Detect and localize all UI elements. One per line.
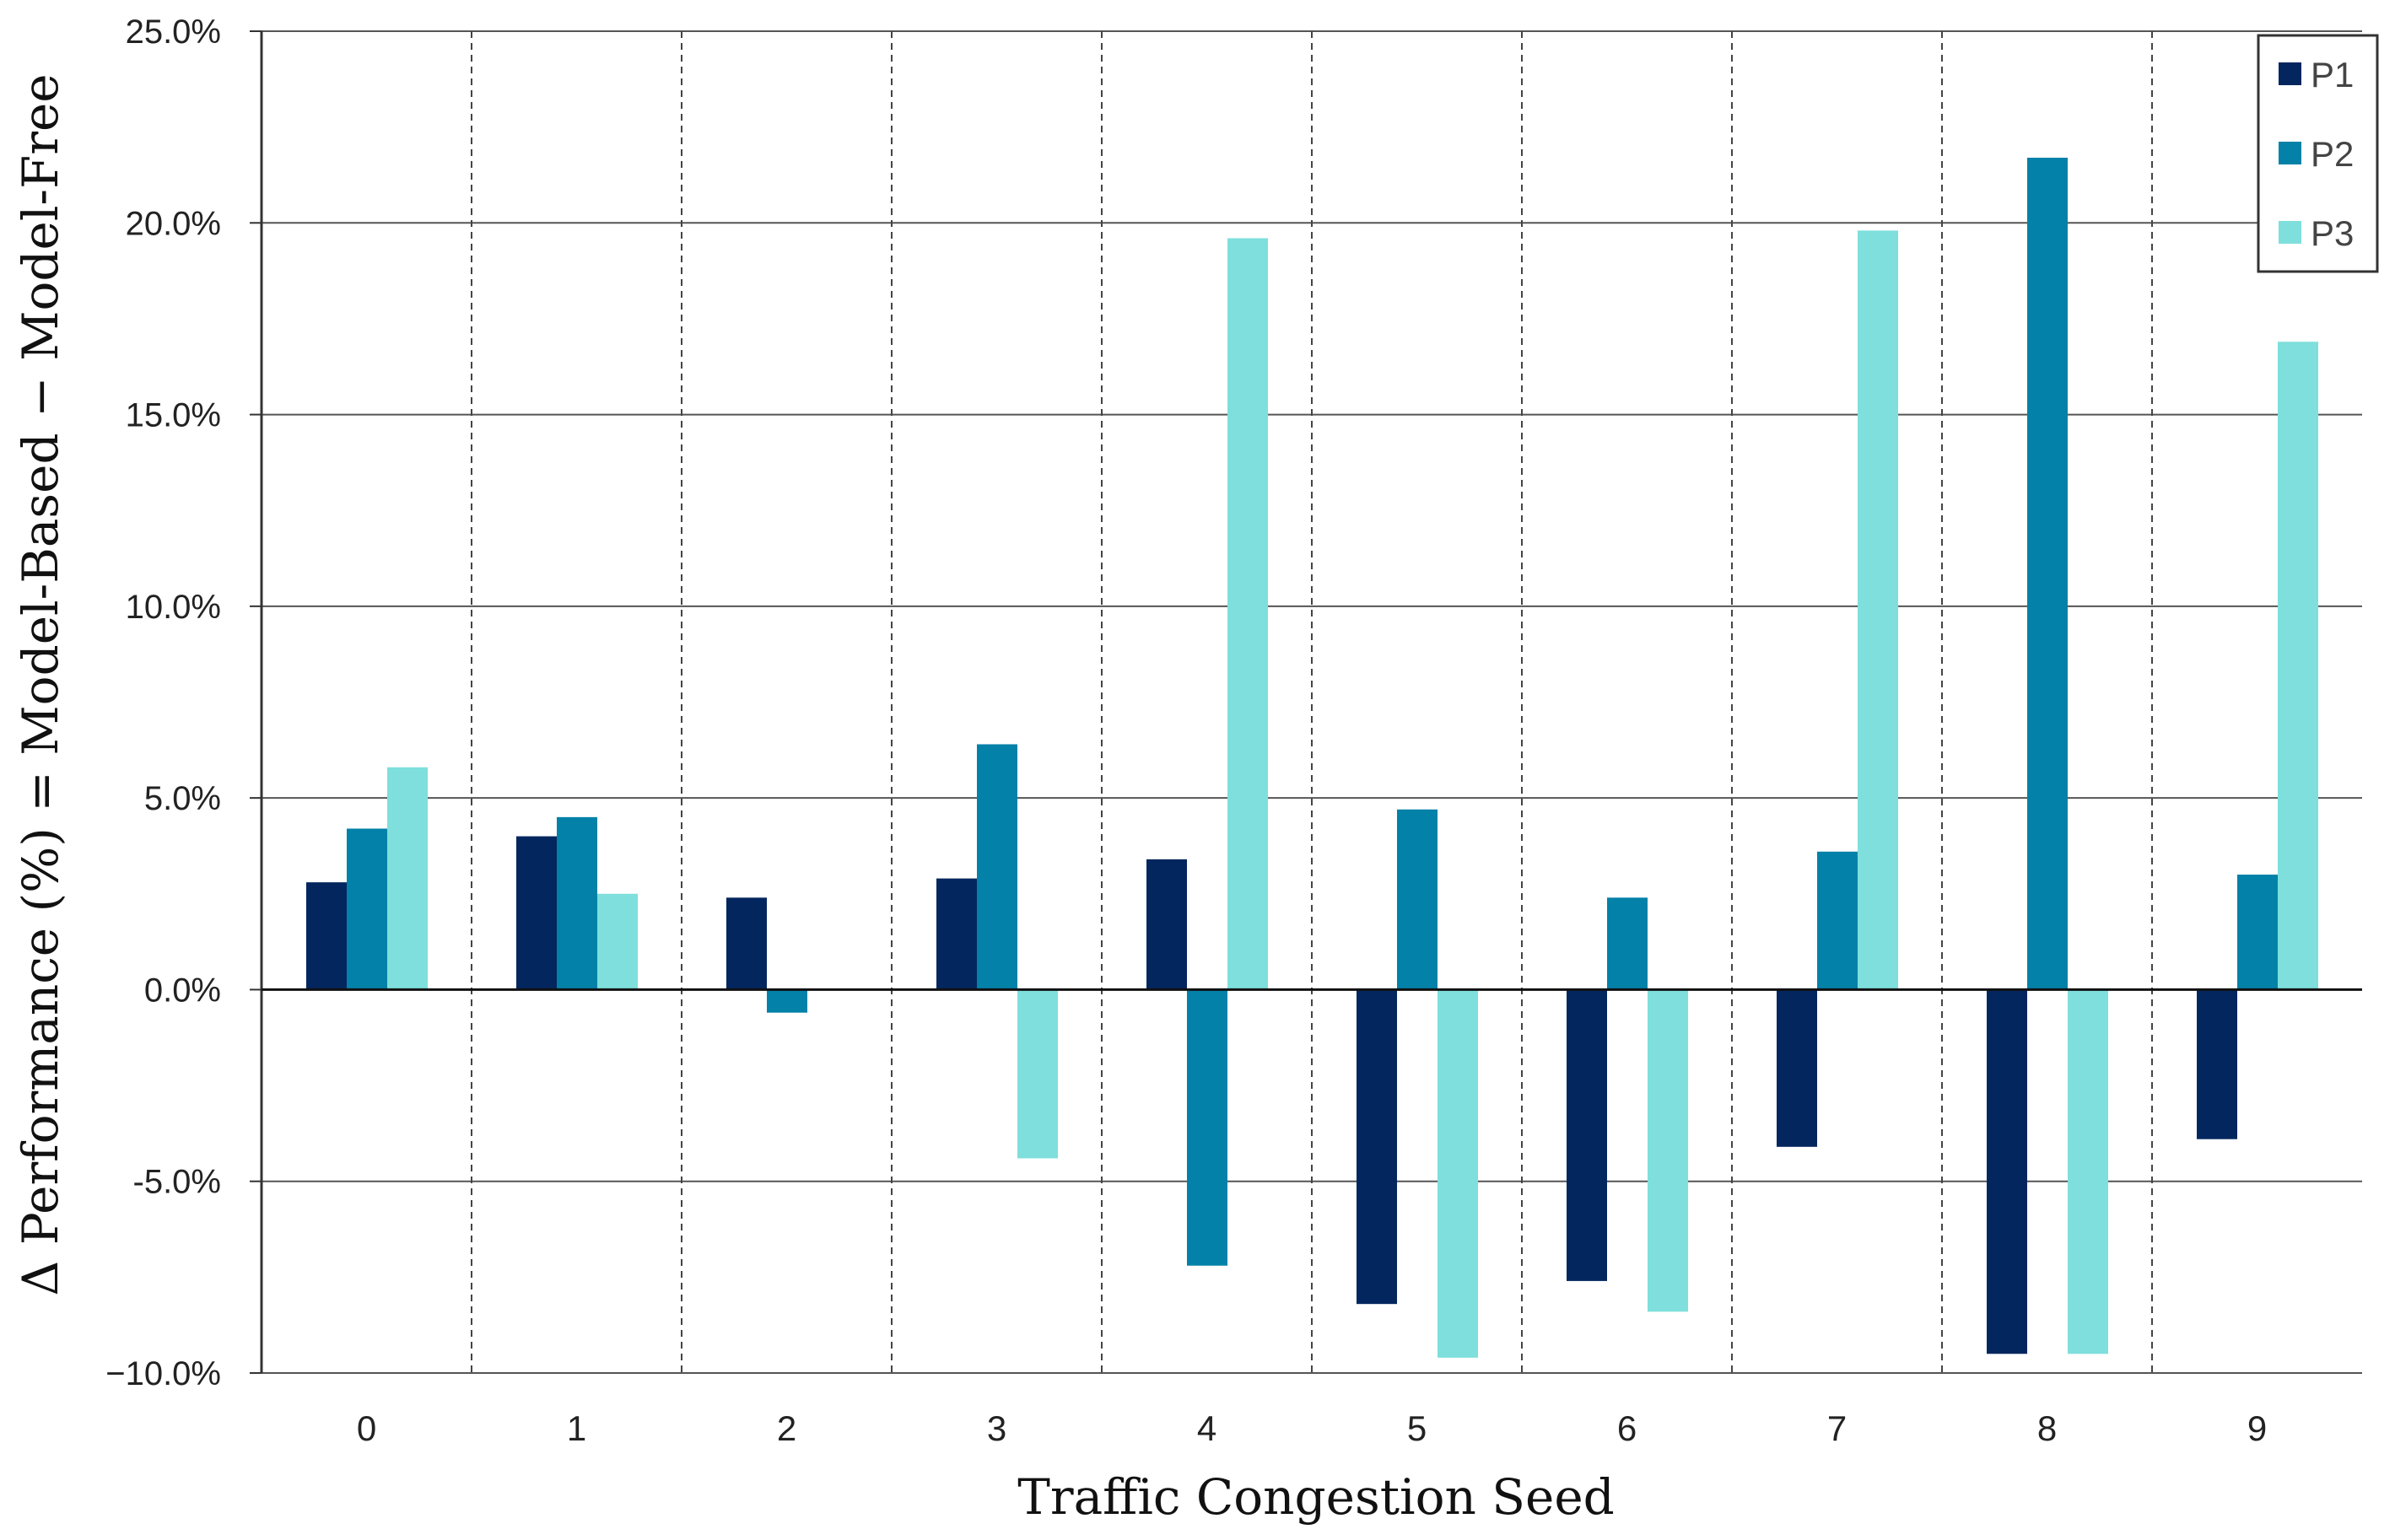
bar-p1-seed-6 — [1567, 989, 1607, 1281]
bar-p3-seed-8 — [2068, 989, 2108, 1354]
bar-p1-seed-4 — [1146, 859, 1187, 990]
bar-p1-seed-2 — [726, 897, 767, 990]
bar-p2-seed-4 — [1187, 989, 1227, 1266]
bar-p3-seed-5 — [1438, 989, 1478, 1358]
x-tick-label: 9 — [2247, 1408, 2267, 1448]
legend-label-p1: P1 — [2311, 55, 2354, 94]
y-axis-title: Δ Performance (%) = Model-Based − Model-… — [12, 73, 69, 1295]
legend-label-p3: P3 — [2311, 213, 2354, 253]
y-tick-label: 15.0% — [126, 397, 221, 434]
x-tick-label: 4 — [1197, 1408, 1216, 1448]
legend-box — [2257, 34, 2379, 273]
x-tick-label: 2 — [777, 1408, 796, 1448]
bar-p2-seed-8 — [2027, 158, 2068, 990]
x-tick-label: 6 — [1617, 1408, 1637, 1448]
y-tick-label: 0.0% — [144, 972, 221, 1009]
bar-p2-seed-6 — [1607, 897, 1648, 990]
bar-p3-seed-9 — [2278, 342, 2318, 990]
y-tick-label: 20.0% — [126, 205, 221, 242]
bar-p2-seed-0 — [347, 828, 387, 990]
bar-p3-seed-1 — [597, 893, 638, 990]
x-tick-label: 1 — [567, 1408, 586, 1448]
bar-p1-seed-9 — [2197, 989, 2237, 1139]
bar-p3-seed-3 — [1017, 989, 1058, 1159]
x-axis-title: Traffic Congestion Seed — [1017, 1468, 1615, 1526]
x-tick-label: 3 — [987, 1408, 1006, 1448]
x-tick-label: 7 — [1827, 1408, 1847, 1448]
bars-layer — [306, 158, 2318, 1358]
legend-swatch-p1 — [2279, 62, 2301, 85]
bar-p2-seed-7 — [1817, 851, 1858, 990]
bar-p3-seed-4 — [1227, 238, 1268, 990]
bar-p2-seed-2 — [767, 989, 807, 1013]
x-tick-labels: 0 1 2 3 4 5 6 7 8 9 — [357, 1408, 2267, 1448]
bar-p3-seed-7 — [1858, 230, 1898, 990]
bar-p2-seed-9 — [2237, 875, 2278, 990]
bar-p1-seed-7 — [1777, 989, 1817, 1147]
bar-p1-seed-5 — [1357, 989, 1397, 1305]
bar-p2-seed-1 — [557, 816, 597, 990]
legend-label-p2: P2 — [2311, 134, 2354, 174]
legend-swatch-p3 — [2279, 221, 2301, 244]
bar-p1-seed-8 — [1987, 989, 2027, 1354]
y-tick-labels: −10.0% -5.0% 0.0% 5.0% 10.0% 15.0% 20.0% 25.0% — [105, 13, 221, 1392]
bar-p1-seed-3 — [936, 878, 977, 990]
x-tick-label: 5 — [1407, 1408, 1427, 1448]
legend: P1 P2 P3 — [2257, 34, 2379, 273]
x-tick-label: 8 — [2037, 1408, 2057, 1448]
y-tick-label: 25.0% — [126, 13, 221, 51]
y-tick-label: 5.0% — [144, 780, 221, 817]
bar-p3-seed-6 — [1648, 989, 1688, 1312]
y-tick-label: -5.0% — [133, 1164, 222, 1201]
y-tick-label: 10.0% — [126, 589, 221, 626]
bar-p1-seed-1 — [516, 836, 557, 990]
axes-layer — [250, 30, 2362, 1374]
bar-p2-seed-5 — [1397, 809, 1438, 990]
grid-layer — [262, 30, 2362, 1374]
x-tick-label: 0 — [357, 1408, 376, 1448]
bar-p3-seed-0 — [387, 767, 428, 990]
legend-swatch-p2 — [2279, 142, 2301, 164]
y-tick-label: −10.0% — [105, 1355, 221, 1392]
bar-p2-seed-3 — [977, 744, 1017, 990]
bar-p1-seed-0 — [306, 882, 347, 990]
